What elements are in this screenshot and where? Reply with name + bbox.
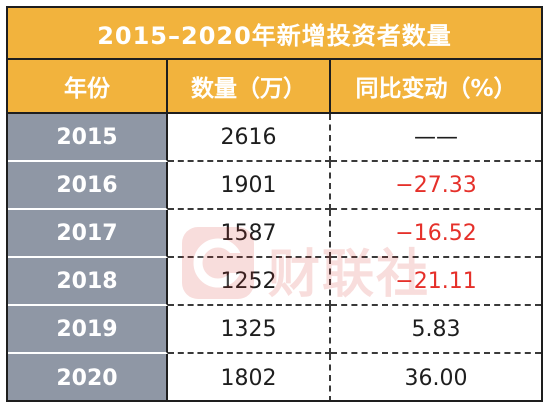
table-row: 2018 1252 −21.11	[8, 258, 541, 306]
change-cell: −21.11	[331, 258, 541, 306]
count-cell: 1252	[168, 258, 331, 306]
year-cell: 2016	[8, 162, 168, 210]
table-row: 2016 1901 −27.33	[8, 162, 541, 210]
change-cell: 36.00	[404, 365, 468, 391]
count-cell: 1901	[168, 162, 331, 210]
change-cell: 5.83	[331, 306, 541, 354]
year-cell: 2015	[8, 114, 168, 162]
header-row: 年份 数量（万） 同比变动（%）	[8, 60, 541, 114]
change-cell: −16.52	[331, 210, 541, 258]
table-row: 2015 2616 ——	[8, 114, 541, 162]
table-row: 2019 1325 5.83	[8, 306, 541, 354]
table-row: 2017 1587 −16.52	[8, 210, 541, 258]
header-year: 年份	[8, 60, 168, 112]
year-cell: 2020	[8, 354, 168, 400]
count-cell: 2616	[168, 114, 331, 162]
year-cell: 2017	[8, 210, 168, 258]
table-row: 2020 1802 36.00	[8, 354, 541, 400]
count-cell: 1325	[168, 306, 331, 354]
year-cell: 2018	[8, 258, 168, 306]
table-title: 2015–2020年新增投资者数量	[8, 8, 541, 60]
header-change: 同比变动（%）	[355, 76, 517, 102]
change-cell: −27.33	[331, 162, 541, 210]
header-count: 数量（万）	[168, 60, 331, 112]
count-cell: 1587	[168, 210, 331, 258]
data-table: 2015–2020年新增投资者数量 年份 数量（万） 同比变动（%） 2015 …	[6, 6, 543, 402]
table-body: 2015 2616 —— 2016 1901 −27.33 2017 1587 …	[8, 114, 541, 400]
count-cell: 1802	[168, 354, 331, 400]
year-cell: 2019	[8, 306, 168, 354]
change-cell: ——	[331, 114, 541, 162]
